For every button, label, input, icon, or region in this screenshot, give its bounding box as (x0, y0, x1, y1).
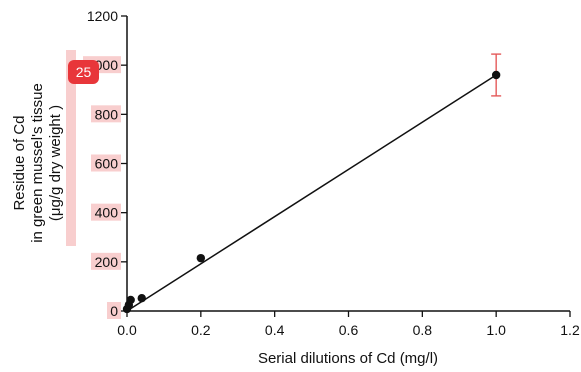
y-tick-label: 600 (95, 156, 119, 172)
y-tick-highlight (91, 105, 121, 123)
y-label-highlight (66, 50, 76, 246)
y-tick-highlight (91, 154, 121, 172)
y-tick-label: 400 (95, 205, 119, 221)
y-tick-label: 1200 (87, 8, 118, 24)
annotation-badge: 25 (68, 60, 99, 84)
x-tick-label: 0.2 (191, 322, 211, 338)
data-point (196, 253, 206, 263)
y-tick-highlight (107, 302, 121, 319)
y-axis-label-line: in green mussel's tissue (29, 83, 46, 243)
x-axis-label: Serial dilutions of Cd (mg/l) (258, 350, 438, 367)
fit-line (126, 74, 497, 312)
y-axis-label-line: (μg/g dry weight ) (47, 105, 64, 221)
x-tick-label: 0.6 (339, 322, 359, 338)
badge-background (68, 60, 99, 84)
y-tick-label: 800 (95, 106, 119, 122)
y-axis-label-line: Residue of Cd (11, 115, 28, 210)
y-axis-label: Residue of Cd in green mussel's tissue (… (11, 83, 64, 243)
x-tick-label: 0.4 (265, 322, 285, 338)
x-tick-label: 0.0 (117, 322, 137, 338)
y-tick-highlight (91, 252, 121, 270)
y-tick-label: 0 (110, 303, 118, 319)
x-tick-label: 0.8 (413, 322, 433, 338)
y-tick-highlight (91, 203, 121, 221)
x-tick-label: 1.0 (486, 322, 506, 338)
data-point (126, 295, 135, 305)
data-point (137, 294, 146, 303)
series-layer (122, 53, 502, 314)
x-tick-label: 1.2 (560, 322, 580, 338)
y-tick-label: 200 (95, 254, 119, 270)
data-point (491, 70, 501, 80)
badge-text: 25 (76, 64, 92, 80)
x-ticks: 0.0 0.2 0.4 0.6 0.8 1.0 1.2 (117, 311, 580, 338)
highlight-layer (66, 50, 121, 319)
